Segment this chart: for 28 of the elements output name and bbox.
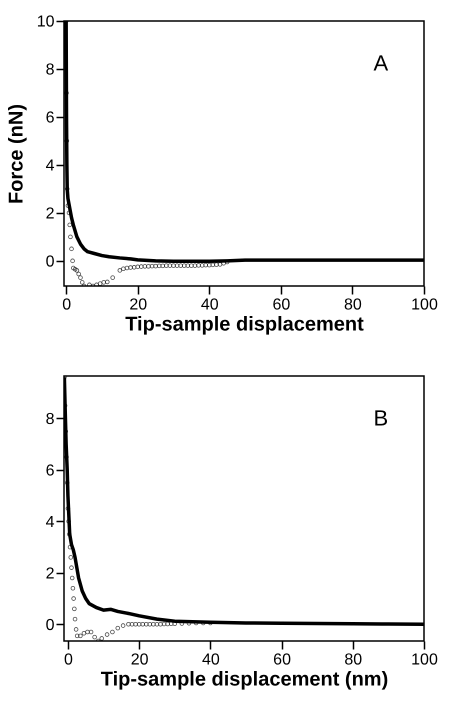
x-axis-title: Tip-sample displacement (nm) — [100, 668, 388, 690]
x-tick-label: 100 — [411, 296, 438, 314]
annotation: A — [373, 50, 388, 76]
y-tick-label: 4 — [46, 514, 55, 531]
x-tick-label: 60 — [273, 652, 292, 668]
x-tick-label: 20 — [129, 296, 148, 314]
x-tick-label: 100 — [411, 652, 438, 668]
x-tick-label: 20 — [130, 652, 149, 668]
y-tick-label: 8 — [46, 410, 55, 428]
y-tick-label: 10 — [36, 14, 55, 30]
y-tick-label: 0 — [46, 253, 55, 270]
x-tick-label: 40 — [200, 296, 219, 314]
x-axis-title: Tip-sample displacement — [125, 314, 364, 336]
annotation: B — [373, 405, 388, 430]
x-tick-label: 0 — [64, 652, 73, 668]
y-tick-label: 0 — [46, 616, 55, 634]
y-tick-label: 8 — [46, 61, 55, 78]
y-tick-label: 2 — [46, 565, 55, 582]
x-tick-label: 40 — [202, 652, 220, 668]
x-tick-label: 80 — [344, 296, 362, 314]
x-tick-label: 0 — [62, 296, 72, 314]
x-tick-label: 80 — [344, 652, 362, 668]
y-tick-label: 6 — [46, 109, 55, 126]
x-tick-label: 60 — [272, 296, 290, 314]
y-tick-label: 6 — [46, 462, 55, 480]
y-tick-label: 4 — [46, 157, 55, 174]
y-axis-title: Force (nN) — [6, 104, 28, 204]
y-tick-label: 2 — [46, 205, 55, 222]
